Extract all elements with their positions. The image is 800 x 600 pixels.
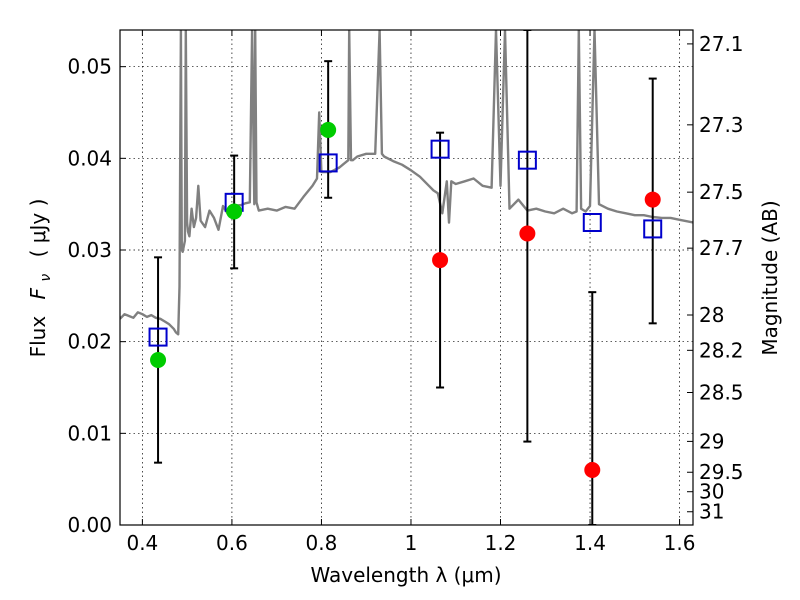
model-photometry-square [148, 327, 168, 347]
x-tick-label: 1.2 [485, 531, 517, 555]
x-tick-label: 0.6 [216, 531, 248, 555]
spectrum-line [120, 30, 693, 336]
y-tick-label: 0.05 [67, 55, 112, 79]
detection-point [150, 352, 167, 368]
detection-point [226, 203, 243, 220]
x-tick-label: 1 [405, 531, 418, 555]
y-tick-label: 0.04 [67, 146, 112, 170]
model-photometry-square [430, 139, 450, 159]
y-axis-label-subscript: ν [38, 274, 54, 282]
model-photometry-square [517, 150, 537, 170]
upper-limit-point [432, 252, 449, 269]
y2-tick-label: 27.7 [699, 236, 744, 260]
y2-tick-label: 31 [699, 500, 724, 524]
y-tick-label: 0.00 [67, 513, 112, 537]
y-axis-label: Flux F ν ( μJy ) [26, 199, 55, 358]
y-tick-label: 0.02 [67, 330, 112, 354]
upper-limit-point [519, 225, 536, 242]
y2-tick-label: 29 [699, 429, 724, 453]
grid [120, 30, 693, 526]
upper-limit-point [584, 462, 601, 478]
y2-tick-label: 28.5 [699, 380, 744, 404]
y-axis-label-prefix: Flux [26, 316, 50, 358]
x-axis-label: Wavelength λ (μm) [310, 563, 501, 587]
model-photometry-square [582, 213, 602, 232]
y-tick-label: 0.03 [67, 238, 112, 262]
x-tick-label: 0.4 [126, 531, 158, 555]
y2-axis-label: Magnitude (AB) [758, 200, 782, 355]
plot-frame [119, 29, 694, 526]
x-tick-label: 1.4 [574, 531, 606, 555]
detection-point [320, 121, 337, 138]
x-tick-label: 1.6 [664, 531, 696, 555]
model-photometry-square [643, 219, 663, 239]
y-axis-label-unit: ( μJy ) [26, 199, 50, 258]
y-tick-label: 0.01 [67, 421, 112, 445]
y2-tick-label: 27.3 [699, 113, 744, 137]
y-axis-label-symbol: F [26, 287, 50, 299]
y2-tick-label: 30 [699, 480, 724, 504]
model-photometry-square [318, 153, 338, 173]
upper-limit-point [644, 191, 661, 208]
x-tick-label: 0.8 [306, 531, 338, 555]
y2-tick-label: 28 [699, 303, 724, 327]
y2-tick-label: 27.1 [699, 32, 744, 56]
ticks: 0.4 0.6 0.8 1 1.2 1.4 1.6 0.00 0.01 0.02 0.03 0.04 0… [67, 30, 744, 555]
y2-tick-label: 27.5 [699, 180, 744, 204]
y2-tick-label: 28.2 [699, 338, 744, 362]
plot-data [120, 30, 693, 525]
y2-tick-label: 29.5 [699, 460, 744, 484]
